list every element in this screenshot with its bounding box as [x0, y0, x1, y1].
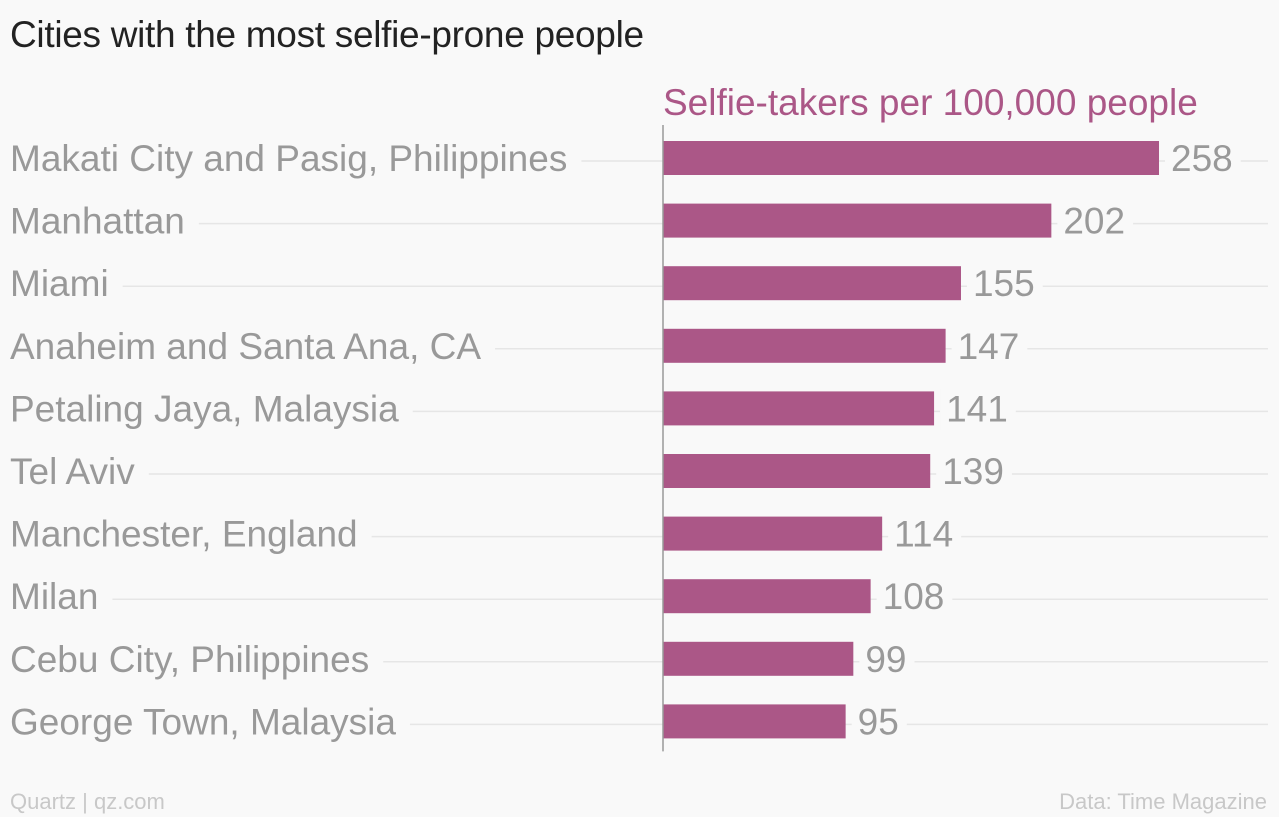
value-label-background — [966, 263, 1043, 306]
value-label-background — [859, 638, 915, 681]
category-label: Tel Aviv — [10, 451, 135, 492]
value-label: 147 — [958, 326, 1020, 367]
category-label: Cebu City, Philippines — [10, 639, 369, 680]
bar — [663, 454, 931, 488]
category-label: Anaheim and Santa Ana, CA — [10, 326, 481, 367]
bar — [663, 141, 1160, 175]
category-label: Petaling Jaya, Malaysia — [10, 388, 399, 429]
bars — [662, 125, 1160, 752]
value-label-background — [951, 325, 1028, 368]
value-label: 155 — [973, 263, 1035, 304]
value-label-background — [1165, 138, 1241, 180]
category-label: Manhattan — [10, 201, 185, 242]
value-label-background — [1057, 200, 1134, 243]
bar — [663, 328, 946, 363]
value-label: 99 — [865, 639, 906, 680]
bar — [663, 579, 871, 614]
data-credit: Data: Time Magazine — [1059, 789, 1267, 814]
bar — [663, 391, 935, 426]
value-label: 141 — [946, 388, 1008, 429]
value-label-background — [851, 701, 907, 744]
source-credit: Quartz | qz.com — [10, 789, 165, 814]
bar — [663, 266, 961, 301]
value-label: 139 — [942, 451, 1004, 492]
category-label: George Town, Malaysia — [10, 701, 396, 742]
value-label-background — [876, 576, 953, 619]
bar — [663, 641, 854, 676]
value-label-background — [936, 451, 1012, 493]
category-label: Makati City and Pasig, Philippines — [10, 138, 567, 179]
labels: Selfie-takers per 100,000 people Makati C… — [10, 82, 1241, 744]
category-label: Miami — [10, 263, 109, 304]
series-label: Selfie-takers per 100,000 people — [663, 82, 1198, 123]
category-label: Manchester, England — [10, 514, 358, 555]
value-label: 114 — [894, 514, 953, 555]
value-label-background — [888, 513, 962, 556]
bar — [663, 516, 883, 551]
value-label: 108 — [883, 576, 945, 617]
value-label-background — [940, 388, 1016, 431]
chart-title: Cities with the most selfie-prone people — [10, 14, 644, 55]
category-label: Milan — [10, 576, 98, 617]
value-label: 202 — [1063, 201, 1125, 242]
value-label: 258 — [1171, 138, 1233, 179]
bar — [663, 203, 1052, 238]
value-label: 95 — [858, 701, 899, 742]
bar — [663, 704, 846, 739]
